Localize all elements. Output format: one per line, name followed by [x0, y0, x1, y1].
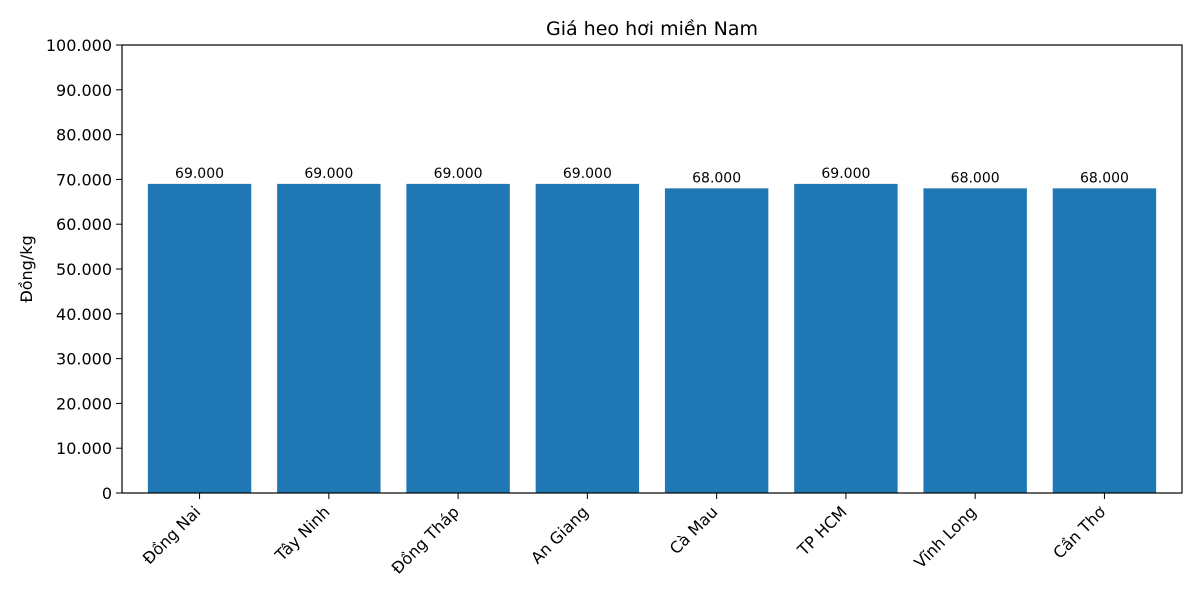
chart-title: Giá heo hơi miền Nam [546, 18, 758, 40]
bar-value-label: 68.000 [692, 170, 741, 186]
y-tick-label: 0 [102, 484, 112, 503]
x-tick-label: Cà Mau [666, 502, 722, 558]
bar-value-label: 69.000 [434, 166, 483, 182]
bar [794, 183, 898, 493]
x-tick-label: Đồng Nai [139, 502, 205, 568]
y-tick-label: 70.000 [56, 170, 112, 189]
y-tick-label: 40.000 [56, 305, 112, 324]
bar-value-label: 68.000 [951, 170, 1000, 186]
y-tick-label: 10.000 [56, 439, 112, 458]
y-axis-label: Đồng/kg [17, 235, 36, 302]
bar-value-label: 69.000 [304, 166, 353, 182]
plot-frame [121, 44, 1183, 494]
y-tick-label: 50.000 [56, 260, 112, 279]
x-tick-label: Vĩnh Long [910, 502, 980, 572]
x-axis: Đồng Nai Tây Ninh Đồng Tháp An Giang Cà Mau T… [139, 493, 1109, 578]
x-tick-label: An Giang [527, 502, 592, 567]
x-tick-label: Tây Ninh [271, 502, 334, 565]
bar [1052, 188, 1157, 494]
bar-value-label: 69.000 [821, 166, 870, 182]
x-tick-label: Đồng Tháp [388, 502, 463, 577]
data-labels-group: 69.000 69.000 69.000 69.000 68.000 69.000 68.0… [175, 166, 1129, 186]
y-axis: 0 10.000 20.000 30.000 40.000 50.000 60.000 70.… [46, 36, 122, 503]
bar-value-label: 68.000 [1080, 170, 1129, 186]
y-tick-label: 80.000 [56, 126, 112, 145]
bar [277, 183, 381, 493]
y-tick-label: 20.000 [56, 394, 112, 413]
bar [664, 188, 769, 494]
bar [147, 183, 252, 493]
bar [535, 183, 640, 493]
bars-group [147, 183, 1157, 494]
y-tick-label: 90.000 [56, 81, 112, 100]
bar-value-label: 69.000 [563, 166, 612, 182]
x-tick-label: TP HCM [793, 502, 851, 560]
y-tick-label: 60.000 [56, 215, 112, 234]
y-tick-label: 100.000 [46, 36, 112, 55]
y-tick-label: 30.000 [56, 350, 112, 369]
bar-value-label: 69.000 [175, 166, 224, 182]
bar [406, 183, 510, 493]
bar [923, 188, 1027, 494]
x-tick-label: Cần Thơ [1049, 502, 1109, 562]
